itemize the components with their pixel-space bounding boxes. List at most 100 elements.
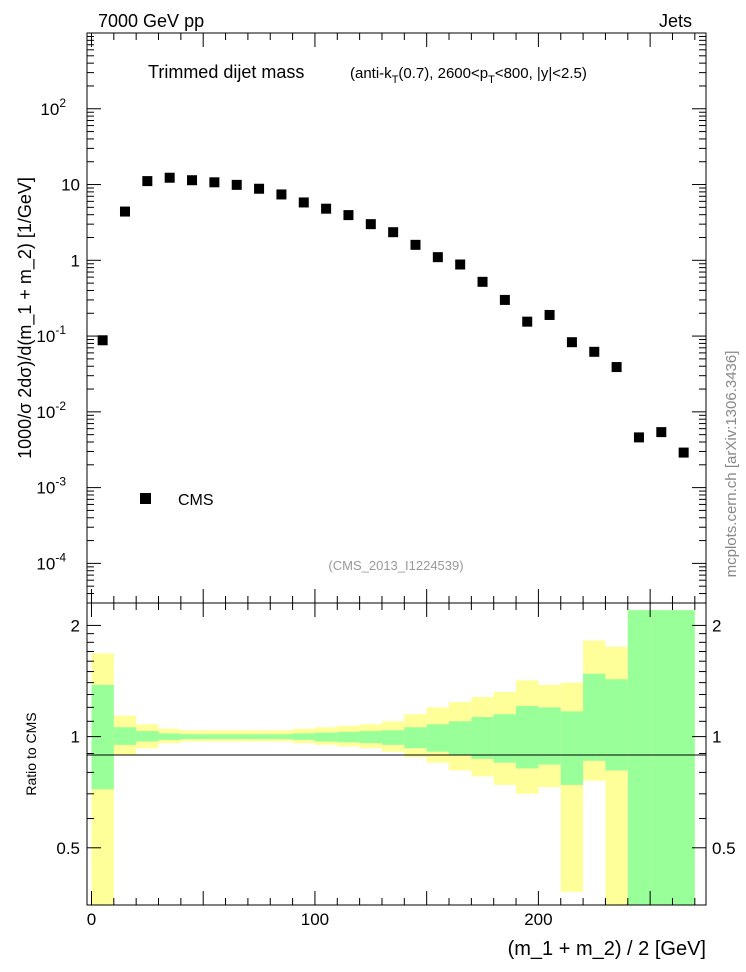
inner-band-bin — [404, 727, 427, 749]
analysis-id: (CMS_2013_I1224539) — [328, 558, 463, 573]
inner-band-bin — [158, 733, 181, 740]
ratio-y-tick-label-right: 1 — [712, 728, 721, 747]
y-tick-label: 10-2 — [36, 399, 66, 422]
inner-band-bin — [426, 724, 450, 752]
inner-band-bin — [381, 730, 405, 745]
y-tick-base: 10 — [40, 100, 59, 119]
y-tick-label: 10-4 — [36, 550, 66, 573]
ratio-bands — [91, 610, 695, 905]
data-point — [566, 337, 577, 348]
inner-band-bin — [516, 706, 539, 769]
data-point — [209, 177, 220, 188]
data-point — [142, 176, 153, 187]
ratio-y-tick-label-right: 2 — [712, 616, 721, 635]
data-markers — [97, 172, 689, 458]
plot-title: Trimmed dijet mass — [148, 62, 304, 82]
y-tick-label: 10-1 — [36, 323, 66, 346]
legend-label: CMS — [178, 492, 214, 509]
x-axis-label: (m_1 + m_2) / 2 [GeV] — [508, 938, 706, 960]
inner-band-bin — [314, 732, 338, 742]
x-tick-label: 200 — [524, 910, 552, 929]
data-point — [589, 346, 600, 357]
y-tick-exponent: -4 — [55, 550, 66, 564]
data-point — [231, 179, 242, 190]
data-point — [432, 252, 443, 263]
main-y-axis-label: 1000/σ 2dσ)/d(m_1 + m_2) [1/GeV] — [15, 177, 36, 459]
inner-band-bin — [538, 707, 561, 765]
data-point — [321, 203, 332, 214]
data-point — [164, 172, 175, 183]
inner-band-bin — [337, 731, 360, 743]
y-tick-base: 10 — [61, 176, 80, 195]
inner-band-bin — [247, 734, 271, 740]
legend-marker — [140, 493, 151, 504]
inner-band-bin — [270, 734, 293, 740]
inner-band-bin — [672, 610, 695, 905]
y-tick-base: 10 — [36, 479, 55, 498]
data-point — [477, 276, 488, 287]
inner-band-bin — [91, 684, 114, 790]
inner-band-bin — [583, 673, 606, 761]
data-point — [276, 189, 287, 200]
ratio-plot-axes: 0 100 200 0.5 0.5 1 1 2 2 — [56, 603, 736, 929]
x-tick-label: 100 — [301, 910, 329, 929]
inner-band-bin — [650, 610, 673, 905]
data-point — [97, 335, 108, 346]
subtitle-part-1: (anti-k — [350, 65, 392, 82]
y-tick-label: 1 — [71, 251, 80, 270]
inner-band-bin — [136, 731, 159, 742]
inner-band-bin — [203, 734, 226, 740]
data-point — [656, 427, 667, 438]
side-watermark: mcplots.cern.ch [arXiv:1306.3436] — [723, 351, 740, 578]
data-point — [522, 316, 533, 327]
y-tick-label: 102 — [40, 96, 66, 119]
data-point — [544, 309, 555, 320]
main-plot-x-ticks — [90, 33, 696, 603]
data-point — [611, 362, 622, 373]
ratio-y-tick-label-left: 0.5 — [56, 839, 80, 858]
inner-band-bin — [605, 679, 628, 771]
subtitle-part-2: (0.7), 2600<p — [398, 65, 488, 82]
data-point — [365, 219, 376, 230]
inner-band-bin — [113, 727, 137, 745]
inner-band-bin — [292, 733, 315, 740]
data-point — [254, 183, 265, 194]
subtitle-sub-2: T — [488, 74, 495, 86]
y-tick-base: 10 — [36, 327, 55, 346]
subtitle-part-3: <800, |y|<2.5) — [495, 65, 587, 82]
y-tick-exponent: 2 — [59, 96, 66, 110]
y-tick-base: 1 — [71, 251, 80, 270]
energy-label: 7000 GeV pp — [98, 11, 204, 31]
y-tick-exponent: -1 — [55, 323, 66, 337]
plot-subtitle: (anti-kT(0.7), 2600<pT<800, |y|<2.5) — [350, 65, 587, 86]
ratio-y-tick-label-left: 2 — [71, 616, 80, 635]
data-point — [633, 432, 644, 443]
ratio-y-axis-label: Ratio to CMS — [23, 712, 39, 795]
ratio-y-tick-label-left: 1 — [71, 728, 80, 747]
inner-band-bin — [627, 610, 651, 905]
data-point — [678, 447, 689, 458]
y-tick-base: 10 — [36, 554, 55, 573]
data-point — [499, 294, 510, 305]
inner-band-bin — [359, 731, 382, 744]
y-tick-exponent: -3 — [55, 475, 66, 489]
inner-band-bin — [225, 734, 248, 740]
main-plot-frame — [86, 32, 707, 604]
x-tick-label: 0 — [87, 910, 96, 929]
subtitle-sub-1: T — [392, 74, 399, 86]
data-point — [455, 259, 466, 270]
process-label: Jets — [659, 11, 692, 31]
inner-band-bin — [180, 734, 204, 740]
data-point — [343, 210, 354, 221]
data-point — [119, 206, 130, 217]
data-point — [298, 197, 309, 208]
data-point — [410, 239, 421, 250]
ratio-y-tick-label-right: 0.5 — [712, 839, 736, 858]
data-point — [388, 227, 399, 238]
inner-band-bin — [449, 721, 472, 756]
y-tick-base: 10 — [36, 403, 55, 422]
inner-band-bin — [560, 711, 584, 785]
inner-band-bin — [493, 714, 517, 763]
